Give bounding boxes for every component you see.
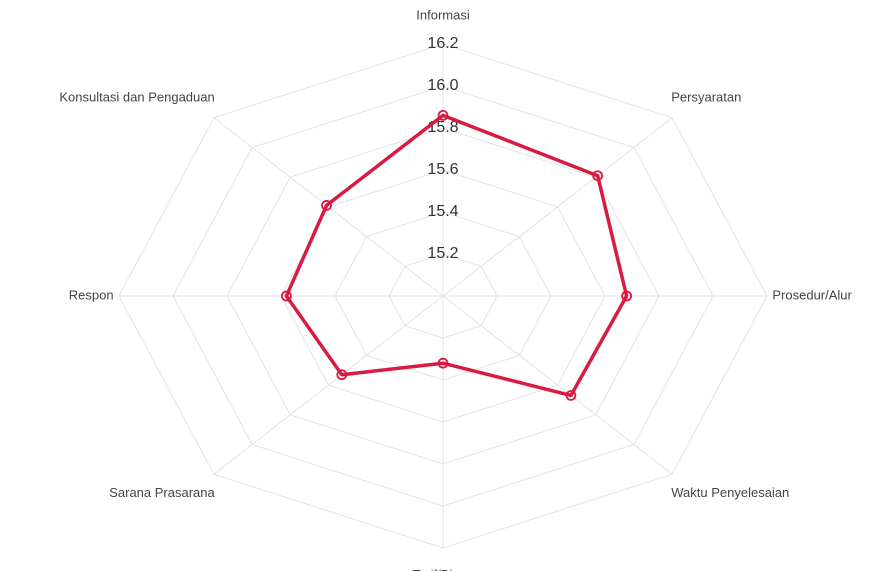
axis-label: Sarana Prasarana <box>109 485 215 500</box>
axis-label: Prosedur/Alur <box>772 287 852 302</box>
spoke <box>442 117 673 297</box>
spoke <box>213 117 444 297</box>
data-point <box>321 200 332 211</box>
data-point <box>621 290 632 302</box>
axis-label: Waktu Penyelesaian <box>671 485 789 500</box>
spoke <box>213 295 444 475</box>
axis-label: Konsultasi dan Pengaduan <box>59 90 214 105</box>
tick-label: 15.4 <box>427 203 458 220</box>
axis-label: Persyaratan <box>671 90 741 105</box>
data-point <box>437 110 449 121</box>
data-point <box>565 390 577 401</box>
axis-label: Respon <box>69 287 114 302</box>
tick-label: 15.2 <box>427 245 458 262</box>
data-point <box>437 357 449 369</box>
data-point <box>592 170 604 182</box>
spoke <box>442 295 673 475</box>
axis-label: Tarif/Biaya <box>413 567 474 571</box>
data-point <box>280 290 292 302</box>
series-line <box>284 113 629 398</box>
data-point <box>336 369 348 381</box>
axis-label: Informasi <box>416 8 470 23</box>
tick-label: 16.2 <box>427 35 458 52</box>
tick-label: 15.6 <box>427 161 458 178</box>
tick-label: 16.0 <box>427 77 458 94</box>
